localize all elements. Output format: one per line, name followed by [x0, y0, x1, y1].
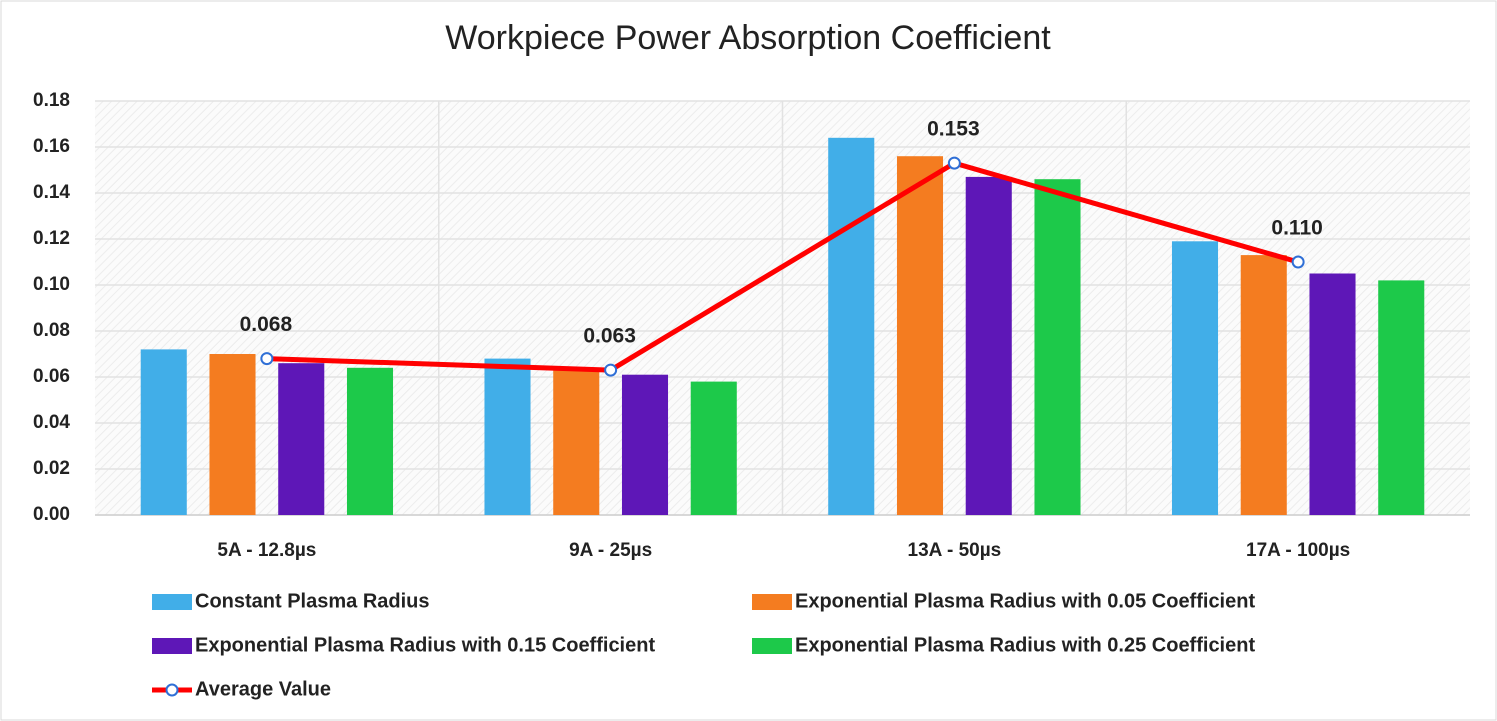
bar: [140, 349, 187, 515]
legend-label: Constant Plasma Radius: [195, 590, 430, 612]
y-tick-label: 0.16: [33, 136, 70, 157]
bar: [1309, 273, 1356, 515]
bar: [1171, 241, 1219, 516]
bar: [1240, 255, 1287, 515]
legend-swatch: [752, 638, 792, 654]
data-label: 0.110: [1271, 217, 1322, 240]
x-tick-label: 5A - 12.8µs: [217, 540, 316, 561]
y-tick-label: 0.14: [33, 182, 70, 203]
data-label: 0.063: [583, 325, 636, 348]
line-marker: [260, 352, 274, 366]
legend-label: Exponential Plasma Radius with 0.15 Coef…: [195, 634, 655, 656]
bar: [896, 156, 944, 515]
legend-swatch: [152, 638, 192, 654]
x-tick-label: 17A - 100µs: [1246, 540, 1350, 561]
x-tick-label: 9A - 25µs: [569, 540, 652, 561]
bar: [965, 176, 1012, 515]
bar: [278, 363, 325, 515]
line-marker: [1291, 255, 1305, 269]
y-tick-label: 0.08: [33, 320, 70, 341]
data-label: 0.153: [927, 118, 980, 141]
legend-label: Exponential Plasma Radius with 0.25 Coef…: [795, 634, 1255, 656]
bar: [1378, 280, 1425, 515]
bar: [484, 358, 531, 515]
line-marker: [947, 156, 961, 170]
legend-swatch: [752, 594, 792, 610]
y-tick-label: 0.18: [33, 90, 70, 111]
line: [266, 160, 1299, 373]
y-tick-label: 0.02: [33, 458, 70, 479]
y-tick-label: 0.00: [33, 504, 70, 525]
chart-title: Workpiece Power Absorption Coefficient: [445, 19, 1051, 57]
bar: [621, 374, 669, 515]
bar: [828, 137, 875, 516]
bar: [346, 367, 394, 515]
bar: [553, 370, 600, 515]
bar: [1034, 179, 1081, 515]
y-tick-label: 0.04: [33, 412, 70, 433]
y-tick-label: 0.12: [33, 228, 70, 249]
legend-swatch: [152, 594, 192, 610]
line-marker: [604, 363, 618, 377]
bar: [209, 354, 256, 515]
x-tick-label: 13A - 50µs: [908, 540, 1002, 561]
legend-marker: [165, 683, 179, 697]
data-label: 0.068: [240, 313, 293, 336]
bar: [690, 381, 737, 515]
legend-label: Exponential Plasma Radius with 0.05 Coef…: [795, 590, 1255, 612]
y-tick-label: 0.10: [33, 274, 70, 295]
y-tick-label: 0.06: [33, 366, 70, 387]
legend-label: Average Value: [195, 678, 331, 700]
